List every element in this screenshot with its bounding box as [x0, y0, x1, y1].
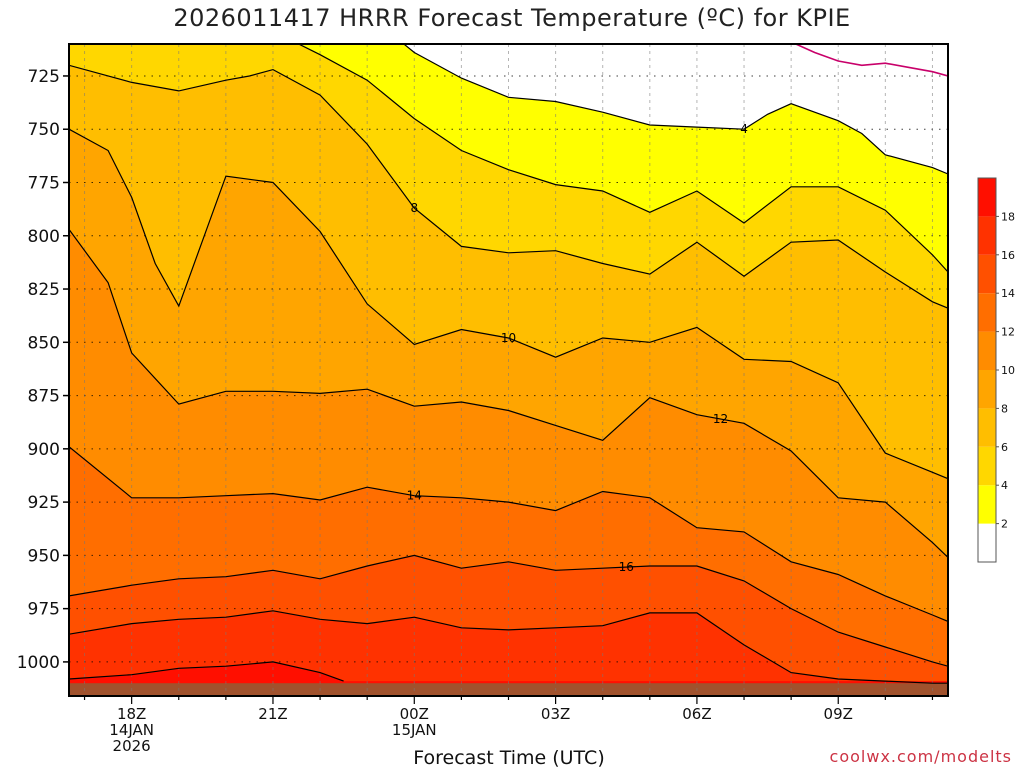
isotherm-label-16c: 16	[619, 560, 634, 574]
colorbar-label-16: 16	[1001, 249, 1015, 262]
x-tick-label-13-0: 06Z	[682, 705, 711, 723]
isotherm-8c	[69, 64, 948, 309]
colorbar-swatch-4	[978, 370, 996, 409]
colorbar-swatch-9	[978, 178, 996, 217]
isotherm-20c	[69, 661, 344, 682]
colorbar: 2 4 6 8 10 12 14 16 18	[977, 177, 1015, 563]
isotherm-12c	[69, 229, 948, 558]
isotherm-label-text: 14	[407, 489, 422, 503]
isotherm-label-4c: 4	[740, 122, 748, 136]
x-tick-label-7-0: 00Z	[400, 705, 429, 723]
isotherm-2c-2	[793, 44, 948, 77]
x-tick-label-10-0: 03Z	[541, 705, 570, 723]
isotherm-label-text: 10	[501, 331, 516, 345]
y-tick-label-775: 775	[28, 173, 60, 193]
y-tick-label-975: 975	[28, 600, 60, 620]
colorbar-swatch-3	[978, 408, 996, 447]
isotherm-label-text: 4	[740, 122, 748, 136]
isotherm-label-text: 8	[410, 201, 418, 215]
colorbar-swatch-7	[978, 254, 996, 294]
colorbar-swatch-0	[978, 523, 996, 562]
colorbar-label-14: 14	[1001, 287, 1015, 300]
credit-text: coolwx.com/modelts	[829, 747, 1012, 766]
y-axis: 725 750 775 800 825 850 875 900 925 950 975 1000	[17, 67, 69, 673]
colorbar-label-6: 6	[1001, 441, 1008, 454]
y-tick-label-725: 725	[28, 67, 60, 87]
y-tick-label-850: 850	[28, 333, 60, 353]
y-tick-label-875: 875	[28, 387, 60, 407]
isotherm-label-layer: 4 8 10 12 14 16	[407, 122, 748, 574]
isotherm-label-14c: 14	[407, 489, 422, 503]
isotherm-10c	[69, 128, 948, 480]
x-tick-label-16-0: 09Z	[824, 705, 853, 723]
x-tick-label-7-1: 15JAN	[392, 721, 437, 739]
y-tick-label-925: 925	[28, 493, 60, 513]
x-tick-label-4-0: 21Z	[258, 705, 287, 723]
isotherm-label-10c: 10	[501, 331, 516, 345]
isotherm-label-12c: 12	[713, 412, 728, 426]
colorbar-label-2: 2	[1001, 518, 1008, 531]
x-tick-label-1-0: 18Z	[117, 705, 146, 723]
colorbar-label-10: 10	[1001, 364, 1015, 377]
isotherm-16c	[69, 554, 948, 667]
colorbar-swatch-1	[978, 485, 996, 524]
colorbar-label-8: 8	[1001, 402, 1008, 415]
isotherm-4c	[402, 44, 948, 175]
band-below-2c-upper	[795, 44, 948, 76]
colorbar-label-18: 18	[1001, 210, 1015, 223]
colorbar-swatch-8	[978, 216, 996, 255]
y-tick-label-900: 900	[28, 440, 60, 460]
x-tick-label-1-2: 2026	[113, 737, 151, 755]
x-axis-label: Forecast Time (UTC)	[413, 747, 604, 768]
isotherm-14c	[69, 446, 948, 622]
colorbar-swatch-2	[978, 446, 996, 486]
isotherm-label-text: 16	[619, 560, 634, 574]
y-tick-label-1000: 1000	[17, 653, 60, 673]
x-tick-label-1-1: 14JAN	[109, 721, 154, 739]
y-tick-label-750: 750	[28, 120, 60, 140]
isotherm-label-8c: 8	[410, 201, 418, 215]
colorbar-swatch-6	[978, 293, 996, 332]
colorbar-label-4: 4	[1001, 479, 1008, 492]
isotherm-layer	[69, 44, 948, 684]
y-tick-label-800: 800	[28, 227, 60, 247]
isotherm-18c	[69, 610, 948, 684]
colorbar-swatch-5	[978, 331, 996, 370]
chart-title: 2026011417 HRRR Forecast Temperature (ºC…	[173, 4, 851, 32]
isotherm-6c	[297, 44, 948, 273]
y-tick-label-950: 950	[28, 546, 60, 566]
colorbar-label-12: 12	[1001, 326, 1015, 339]
y-tick-label-825: 825	[28, 280, 60, 300]
isotherm-label-text: 12	[713, 412, 728, 426]
